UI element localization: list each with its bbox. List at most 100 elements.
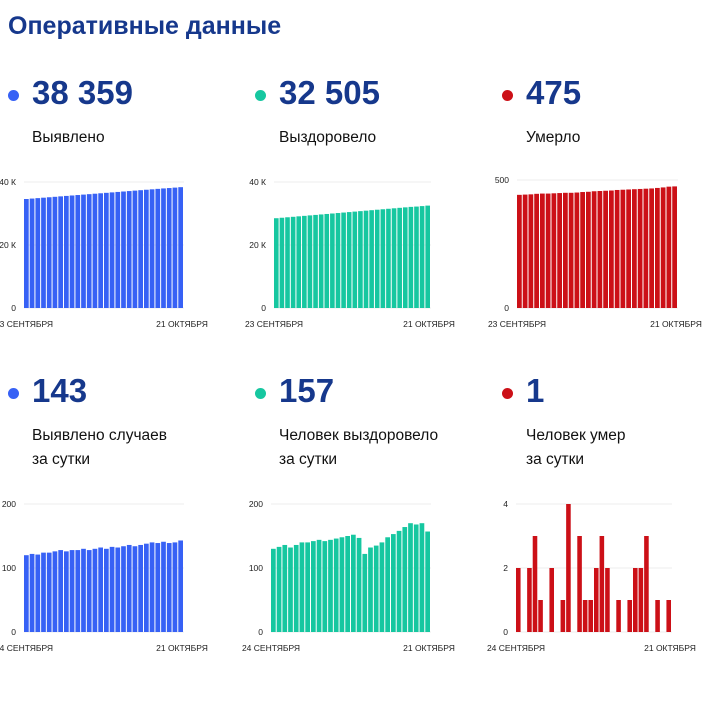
bar [29,553,35,632]
bar [104,548,109,632]
recovered-daily-chart: 0 100 200 24 СЕНТЯБРЯ 21 ОКТЯБРЯ [242,499,455,653]
bar [374,209,380,308]
bar [29,198,35,308]
y-tick-label: 0 [11,627,16,637]
bar [98,193,103,308]
y-tick-label: 4 [503,499,508,509]
y-tick-label: 40 К [249,177,266,187]
bar [633,568,638,632]
bar [574,192,580,308]
bar [149,542,155,632]
bar [285,217,290,308]
bar [419,523,425,632]
y-tick-label: 0 [504,303,509,313]
detected-daily-card: 143 Выявлено случаев за сутки [8,372,248,708]
bar [655,187,660,308]
bar [551,193,557,308]
bar [352,211,358,308]
bar [620,189,626,308]
deaths-total-card: 475 Умерло [502,74,725,410]
stat-label-line1: Умерло [526,129,581,146]
bar [46,552,52,632]
bar [279,217,285,308]
bar [172,542,178,632]
x-end-label: 21 ОКТЯБРЯ [650,319,702,329]
bar [166,188,172,308]
bar [609,190,614,308]
bar [557,193,562,308]
bar [413,524,419,632]
legend-dot-icon [255,90,266,101]
bar [368,547,373,632]
bar [605,568,610,632]
bar [104,192,109,308]
y-tick-label: 0 [503,627,508,637]
y-tick-label: 20 К [249,240,266,250]
bar [577,536,582,632]
bar [666,186,672,308]
x-start-label: 23 СЕНТЯБРЯ [488,319,546,329]
x-end-label: 21 ОКТЯБРЯ [403,643,455,653]
bar [638,568,644,632]
bar [396,530,402,632]
bar [132,190,138,308]
bar [672,186,677,308]
bar [98,547,103,632]
stat-value: 32 505 [279,74,380,111]
bar [121,546,126,632]
stat-value: 1 [526,372,545,409]
stat-label-line2: за сутки [32,451,91,468]
bar [81,194,86,308]
y-tick-label: 20 К [0,240,16,250]
stat-label: Выявлено [32,126,232,150]
x-end-label: 21 ОКТЯБРЯ [403,319,455,329]
bar [335,213,341,308]
stat-label-line2: за сутки [279,451,338,468]
bar [632,189,637,308]
bar [582,600,588,632]
bar [305,542,310,632]
bar [603,190,608,308]
bar [358,211,363,308]
bar [660,187,666,308]
bar [566,504,571,632]
bar [58,196,63,308]
x-end-label: 21 ОКТЯБРЯ [156,319,208,329]
y-tick-label: 100 [249,563,263,573]
bar [397,207,402,308]
bar [637,188,643,308]
bar [534,193,539,308]
bar [64,195,69,308]
bar [178,540,183,632]
legend-dot-icon [502,90,513,101]
x-end-label: 21 ОКТЯБРЯ [156,643,208,653]
bar [522,194,528,308]
bar [328,539,333,632]
stat-value: 475 [526,74,582,111]
bar [81,548,86,632]
bar [307,215,313,308]
bar [599,536,605,632]
bar [69,195,75,308]
bar [341,212,346,308]
bar [649,188,654,308]
bar [540,193,545,308]
bar [64,551,69,632]
bar [69,550,75,632]
deaths-total-chart: 0 500 23 СЕНТЯБРЯ 21 ОКТЯБРЯ [488,175,702,329]
y-tick-label: 200 [2,499,16,509]
bar [346,212,352,308]
bar [419,206,425,308]
bar [391,208,397,308]
bar [35,198,41,308]
stat-label-line2: за сутки [526,451,585,468]
bar [161,188,166,308]
bar [563,192,568,308]
bar [626,189,631,308]
bar [35,554,41,632]
bar [24,199,29,308]
bar [138,544,143,632]
bar [52,196,58,308]
detected-total-chart: 0 20 К 40 К 23 СЕНТЯБРЯ 21 ОКТЯБРЯ [0,177,208,329]
x-start-label: 24 СЕНТЯБРЯ [242,643,300,653]
